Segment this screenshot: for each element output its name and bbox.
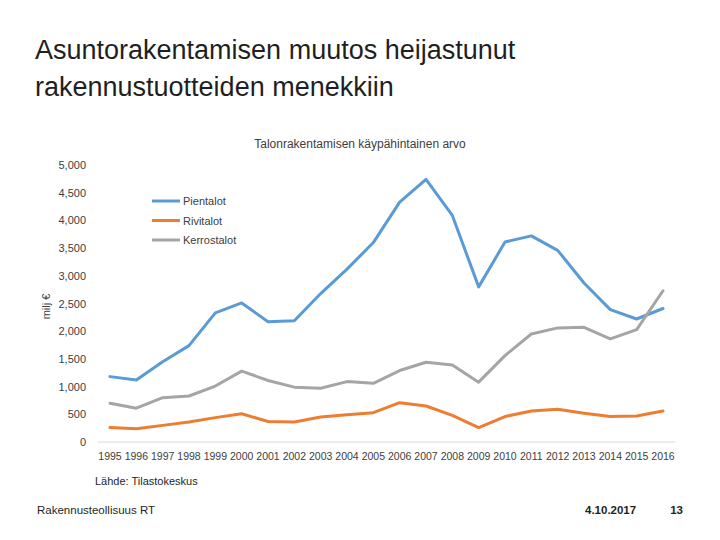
source-note: Lähde: Tilastokeskus [95,475,198,487]
y-tick-label: 5,000 [58,159,86,171]
slide-title: Asuntorakentamisen muutos heijastunut [35,35,516,65]
y-tick-label: 4,000 [58,214,86,226]
x-tick-label: 2008 [441,450,465,462]
page-number: 13 [670,504,683,516]
y-tick-label: 1,000 [58,381,86,393]
x-tick-label: 2012 [546,450,570,462]
x-tick-label: 2013 [572,450,596,462]
x-tick-label: 2002 [283,450,307,462]
x-tick-label: 2000 [230,450,254,462]
x-tick-label: 2001 [256,450,280,462]
x-tick-label: 1999 [204,450,228,462]
y-tick-label: 500 [68,408,86,420]
series-line [110,179,663,380]
legend-label: Rivitalot [183,215,222,227]
slide: Asuntorakentamisen muutos heijastunut rak… [0,0,720,540]
x-tick-label: 2006 [388,450,412,462]
x-tick-label: 1996 [125,450,149,462]
chart-title: Talonrakentamisen käypähintainen arvo [254,137,466,151]
series-line [110,403,663,429]
x-tick-label: 2009 [467,450,491,462]
x-tick-label: 2010 [493,450,517,462]
x-tick-label: 1995 [98,450,122,462]
legend-swatch [152,219,180,222]
legend-label: Pientalot [183,195,226,207]
y-tick-label: 2,500 [58,298,86,310]
y-tick-label: 3,500 [58,242,86,254]
y-tick-label: 4,500 [58,187,86,199]
y-axis-label: milj € [40,294,52,320]
x-tick-label: 2014 [599,450,623,462]
x-tick-label: 2005 [362,450,386,462]
x-tick-label: 1998 [177,450,201,462]
legend-swatch [152,200,180,203]
legend-swatch [152,239,180,242]
plot-area [110,179,663,428]
x-tick-label: 2004 [335,450,359,462]
x-axis-line [98,442,675,443]
series-line [110,291,663,408]
x-tick-label: 2016 [651,450,675,462]
footer-organization: Rakennusteollisuus RT [37,504,155,516]
x-tick-label: 2003 [309,450,333,462]
x-tick-label: 2007 [414,450,438,462]
x-tick-label: 2015 [625,450,649,462]
y-tick-label: 3,000 [58,270,86,282]
y-tick-label: 1,500 [58,353,86,365]
y-tick-label: 2,000 [58,325,86,337]
footer-date: 4.10.2017 [585,504,636,516]
y-tick-label: 0 [80,436,86,448]
x-tick-label: 2011 [520,450,543,462]
slide-title: rakennustuotteiden menekkiin [35,72,394,102]
legend-label: Kerrostalot [183,234,236,246]
x-tick-label: 1997 [151,450,175,462]
